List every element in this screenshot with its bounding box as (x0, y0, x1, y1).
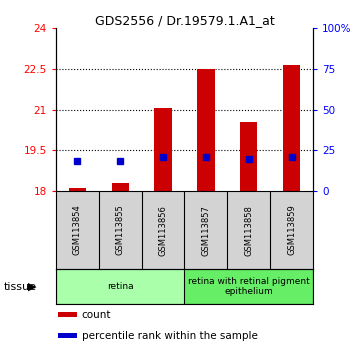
Text: GSM113856: GSM113856 (158, 205, 167, 256)
Text: GSM113859: GSM113859 (287, 205, 296, 256)
Title: GDS2556 / Dr.19579.1.A1_at: GDS2556 / Dr.19579.1.A1_at (95, 14, 274, 27)
Bar (240, 122, 257, 191)
Bar (283, 65, 300, 191)
Bar (69, 188, 86, 191)
Bar (197, 69, 215, 191)
Text: GSM113854: GSM113854 (73, 205, 82, 256)
Bar (112, 183, 129, 191)
Bar (58, 312, 77, 317)
Bar (58, 333, 77, 338)
Text: GSM113858: GSM113858 (244, 205, 253, 256)
Bar (184, 269, 313, 304)
Text: retina: retina (107, 282, 134, 291)
Bar (56, 269, 185, 304)
Text: GSM113857: GSM113857 (202, 205, 211, 256)
Bar (154, 108, 172, 191)
Text: ▶: ▶ (28, 282, 37, 292)
Text: GSM113855: GSM113855 (116, 205, 125, 256)
Text: percentile rank within the sample: percentile rank within the sample (81, 331, 257, 341)
Text: count: count (81, 309, 111, 320)
Text: tissue: tissue (4, 282, 37, 292)
Text: retina with retinal pigment
epithelium: retina with retinal pigment epithelium (188, 277, 310, 296)
